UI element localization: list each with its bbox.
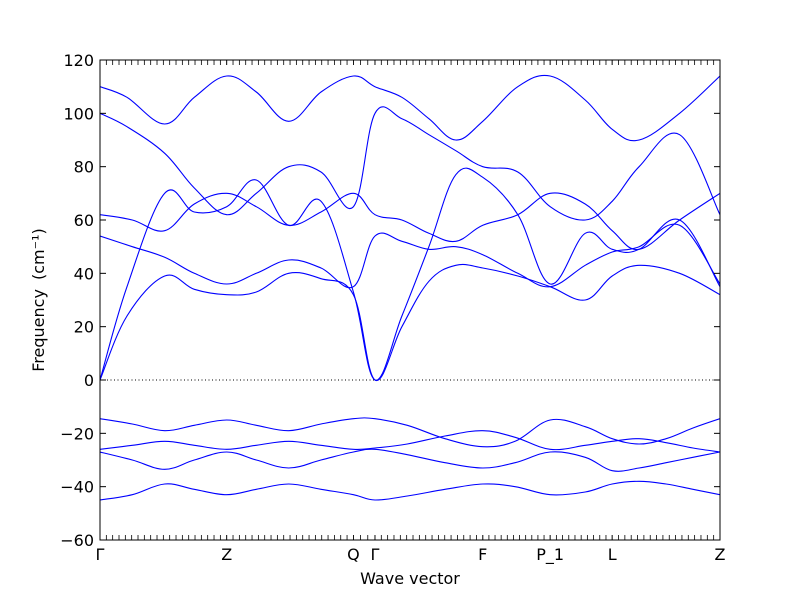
x-ticks: Γ Z Q Γ F P_1 L Z — [96, 60, 726, 565]
y-ticks: −60 −40 −20 0 20 40 60 80 100 120 — [60, 51, 720, 550]
y-tick-label: 0 — [84, 371, 94, 390]
plot-area — [100, 74, 720, 501]
x-axis-label: Wave vector — [360, 569, 460, 588]
y-axis-label-group: Frequency (cm⁻¹) — [29, 228, 48, 371]
y-tick-label: 40 — [74, 264, 94, 283]
y-tick-label: −60 — [60, 531, 94, 550]
x-tick-label: Z — [715, 545, 726, 564]
y-axis-label-text: Frequency — [29, 289, 48, 372]
y-tick-label: 60 — [74, 211, 94, 230]
y-tick-label: −40 — [60, 478, 94, 497]
x-tick-label: Q — [347, 545, 360, 564]
y-axis-label: Frequency (cm⁻¹) — [29, 228, 48, 371]
y-axis-label-unit: (cm⁻¹) — [29, 228, 48, 280]
y-tick-label: 20 — [74, 318, 94, 337]
x-tick-label: Z — [221, 545, 232, 564]
phonon-bands — [100, 74, 720, 501]
band-line-4 — [100, 417, 720, 448]
band-line-9 — [100, 106, 720, 221]
x-tick-label: Γ — [96, 545, 105, 564]
band-line-7 — [100, 223, 720, 289]
y-tick-label: 80 — [74, 158, 94, 177]
y-tick-label: 100 — [63, 104, 94, 123]
band-line-1 — [100, 480, 720, 501]
band-line-10 — [100, 74, 720, 142]
y-tick-label: 120 — [63, 51, 94, 70]
band-line-3 — [100, 430, 720, 453]
y-tick-label: −20 — [60, 424, 94, 443]
x-tick-label: P_1 — [536, 545, 564, 565]
x-tick-label: F — [478, 545, 487, 564]
x-tick-label: Γ — [370, 545, 379, 564]
band-line-5 — [100, 263, 720, 381]
plot-frame — [99, 59, 721, 541]
band-line-6 — [100, 167, 720, 381]
band-line-2 — [100, 448, 720, 472]
x-tick-label: L — [608, 545, 617, 564]
